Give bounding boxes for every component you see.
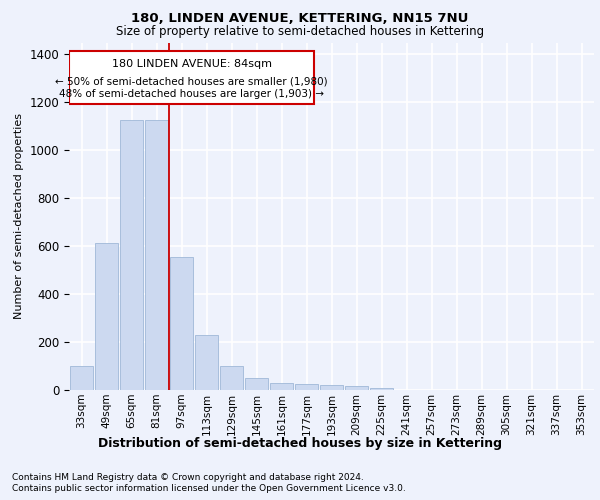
Bar: [119, 120, 143, 390]
Bar: [70, 366, 94, 390]
Text: Distribution of semi-detached houses by size in Kettering: Distribution of semi-detached houses by …: [98, 438, 502, 450]
Bar: [320, 384, 343, 390]
Bar: [370, 388, 394, 390]
Text: Contains public sector information licensed under the Open Government Licence v3: Contains public sector information licen…: [12, 484, 406, 493]
Bar: [69, 51, 314, 104]
Text: 180, LINDEN AVENUE, KETTERING, NN15 7NU: 180, LINDEN AVENUE, KETTERING, NN15 7NU: [131, 12, 469, 26]
Bar: [245, 378, 268, 390]
Y-axis label: Number of semi-detached properties: Number of semi-detached properties: [14, 114, 24, 320]
Text: Contains HM Land Registry data © Crown copyright and database right 2024.: Contains HM Land Registry data © Crown c…: [12, 472, 364, 482]
Bar: [220, 366, 244, 390]
Bar: [295, 384, 319, 390]
Text: ← 50% of semi-detached houses are smaller (1,980): ← 50% of semi-detached houses are smalle…: [55, 76, 328, 86]
Text: 180 LINDEN AVENUE: 84sqm: 180 LINDEN AVENUE: 84sqm: [112, 59, 271, 69]
Bar: [269, 383, 293, 390]
Bar: [194, 336, 218, 390]
Text: 48% of semi-detached houses are larger (1,903) →: 48% of semi-detached houses are larger (…: [59, 90, 324, 100]
Bar: [95, 242, 118, 390]
Text: Size of property relative to semi-detached houses in Kettering: Size of property relative to semi-detach…: [116, 25, 484, 38]
Bar: [145, 120, 169, 390]
Bar: [170, 257, 193, 390]
Bar: [344, 386, 368, 390]
